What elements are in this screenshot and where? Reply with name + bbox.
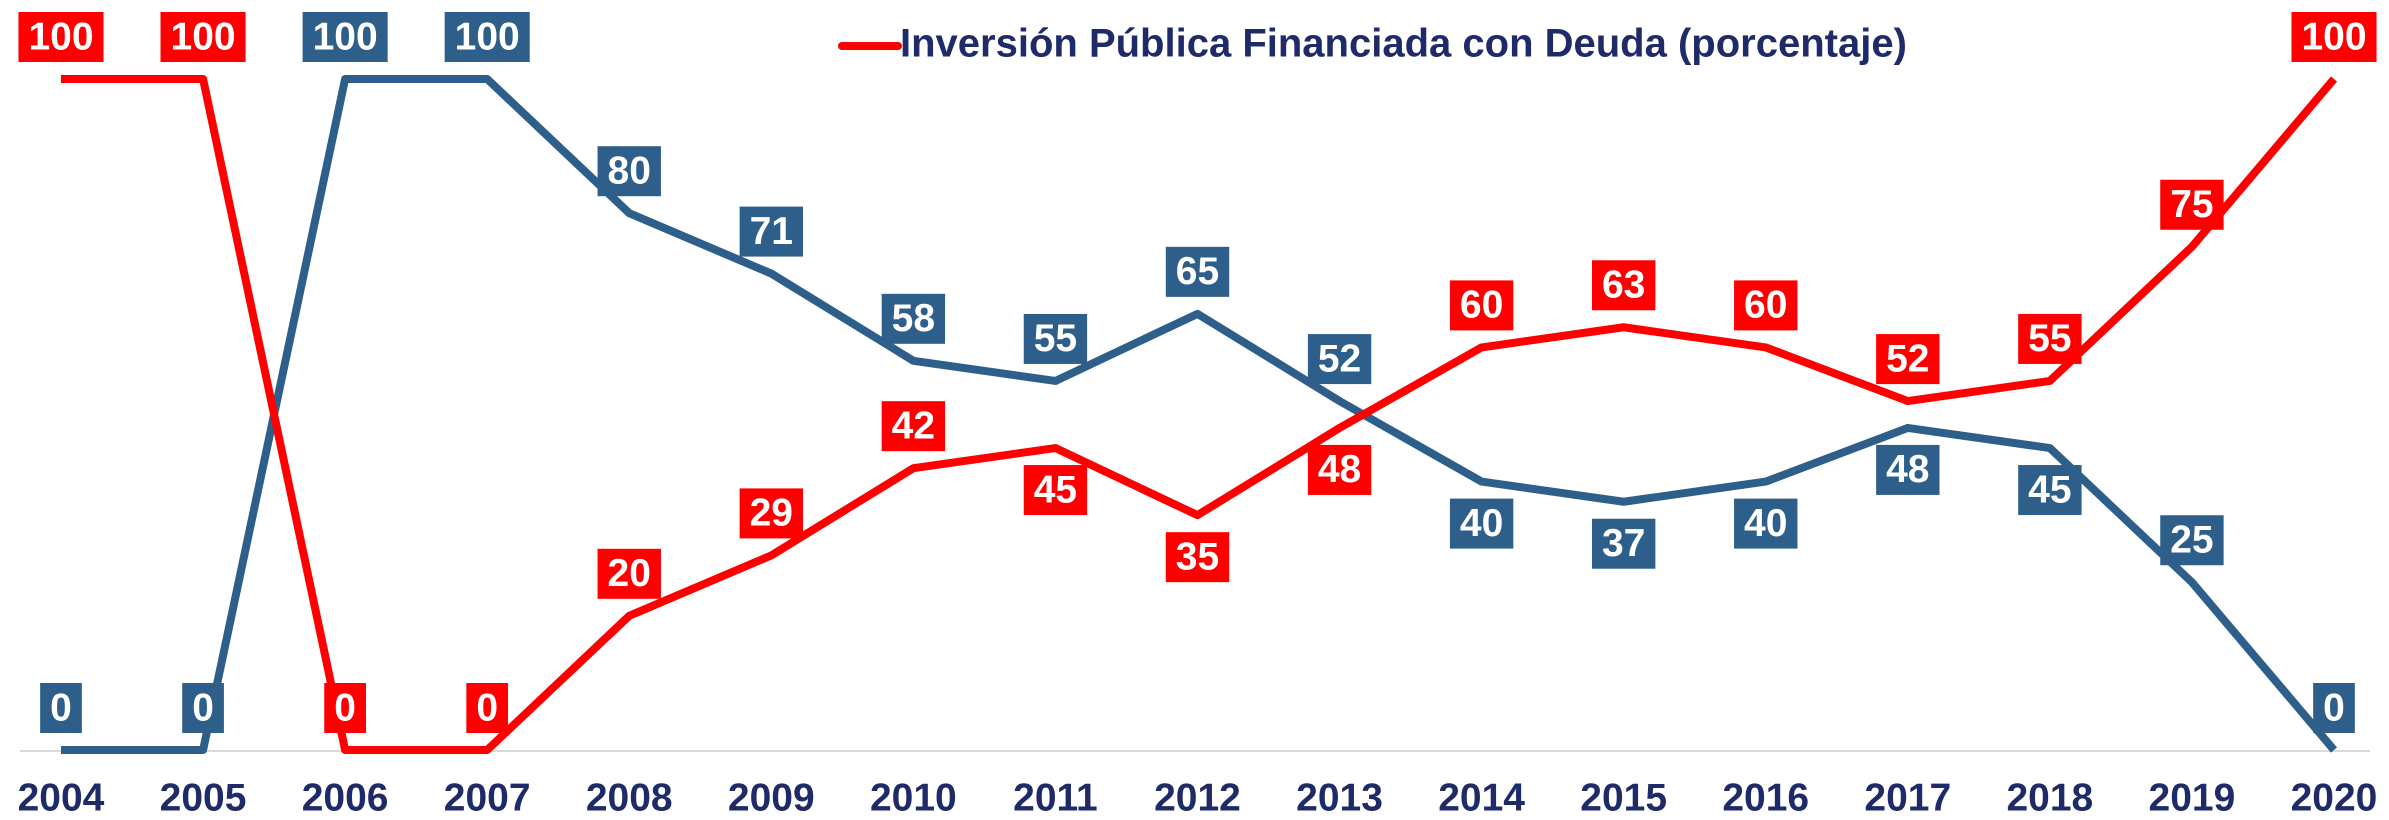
data-label: 60 xyxy=(1460,284,1503,327)
data-label: 100 xyxy=(28,15,93,58)
data-label-box xyxy=(881,401,946,452)
data-label: 45 xyxy=(2028,468,2071,511)
data-label-box xyxy=(1591,260,1656,311)
data-label: 29 xyxy=(750,492,793,535)
data-label: 100 xyxy=(313,15,378,58)
data-label-box xyxy=(2018,465,2082,516)
data-label: 55 xyxy=(1034,317,1077,360)
x-tick-label: 2011 xyxy=(1013,776,1098,819)
data-label-box xyxy=(1165,246,1230,297)
data-label: 0 xyxy=(192,686,214,729)
x-tick-label: 2006 xyxy=(302,776,389,819)
x-tick-label: 2004 xyxy=(18,776,105,819)
data-label-box xyxy=(1307,334,1372,385)
data-label-box xyxy=(1165,532,1230,583)
x-tick-label: 2020 xyxy=(2291,776,2378,819)
data-label-box xyxy=(1449,498,1514,549)
data-label: 52 xyxy=(1318,337,1361,380)
data-label: 48 xyxy=(1886,448,1929,491)
data-label: 80 xyxy=(608,149,651,192)
x-tick-label: 2013 xyxy=(1296,776,1383,819)
data-label: 100 xyxy=(2301,15,2366,58)
x-tick-label: 2018 xyxy=(2006,776,2093,819)
x-tick-label: 2019 xyxy=(2149,776,2236,819)
data-label-box xyxy=(1734,498,1798,549)
data-label: 63 xyxy=(1602,264,1645,307)
data-label: 65 xyxy=(1176,250,1219,293)
data-label: 71 xyxy=(750,210,793,253)
legend-label: Inversión Pública Financiada con Deuda (… xyxy=(900,22,1907,66)
data-label-box xyxy=(160,12,246,62)
data-label-box xyxy=(597,146,661,197)
x-tick-label: 2005 xyxy=(160,776,247,819)
data-label: 0 xyxy=(476,686,498,729)
data-label-box xyxy=(739,488,804,539)
data-label: 52 xyxy=(1886,337,1929,380)
data-label: 55 xyxy=(2028,317,2071,360)
x-tick-label: 2017 xyxy=(1864,776,1951,819)
data-label: 37 xyxy=(1602,522,1645,565)
data-label-box xyxy=(881,293,946,344)
series-line xyxy=(61,75,2338,754)
data-label: 100 xyxy=(171,15,236,58)
data-label: 0 xyxy=(50,686,72,729)
data-label: 0 xyxy=(2323,686,2345,729)
data-label-box xyxy=(40,683,82,733)
data-label-box xyxy=(444,12,530,62)
data-label-box xyxy=(1023,313,1088,364)
x-tick-label: 2014 xyxy=(1438,776,1525,819)
data-label: 58 xyxy=(892,297,935,340)
x-tick-label: 2010 xyxy=(870,776,957,819)
data-label: 100 xyxy=(455,15,520,58)
x-tick-label: 2015 xyxy=(1580,776,1667,819)
data-label-box xyxy=(302,12,388,62)
data-label: 40 xyxy=(1460,502,1503,545)
data-label: 60 xyxy=(1744,284,1787,327)
x-tick-label: 2016 xyxy=(1722,776,1809,819)
data-label: 75 xyxy=(2170,183,2213,226)
x-tick-label: 2007 xyxy=(444,776,531,819)
data-label: 0 xyxy=(334,686,356,729)
data-label-box xyxy=(2018,313,2082,364)
data-label-box xyxy=(2291,12,2377,62)
data-label-box xyxy=(1449,280,1514,331)
data-label: 48 xyxy=(1318,448,1361,491)
data-label-box xyxy=(18,12,104,62)
data-label-box xyxy=(1307,444,1372,495)
data-label-box xyxy=(1876,334,1940,385)
x-tick-label: 2008 xyxy=(586,776,673,819)
data-label-box xyxy=(1591,518,1656,569)
data-label-box xyxy=(2313,683,2355,733)
data-label-box xyxy=(1876,444,1940,495)
data-label-box xyxy=(1023,465,1088,516)
data-label-box xyxy=(1734,280,1798,331)
data-label: 42 xyxy=(892,404,935,447)
x-tick-label: 2012 xyxy=(1154,776,1241,819)
series-line xyxy=(61,75,2338,754)
data-label-box xyxy=(466,683,509,733)
data-label-box xyxy=(2160,515,2224,566)
data-label: 45 xyxy=(1034,468,1077,511)
data-label-box xyxy=(324,683,366,733)
data-label: 20 xyxy=(608,552,651,595)
data-label-box xyxy=(597,548,661,599)
data-label-box xyxy=(2160,179,2224,230)
data-label-box xyxy=(739,206,804,257)
data-label-box xyxy=(182,683,224,733)
x-tick-label: 2009 xyxy=(728,776,815,819)
data-label: 40 xyxy=(1744,502,1787,545)
data-label: 35 xyxy=(1176,535,1219,578)
data-label: 25 xyxy=(2170,519,2213,562)
